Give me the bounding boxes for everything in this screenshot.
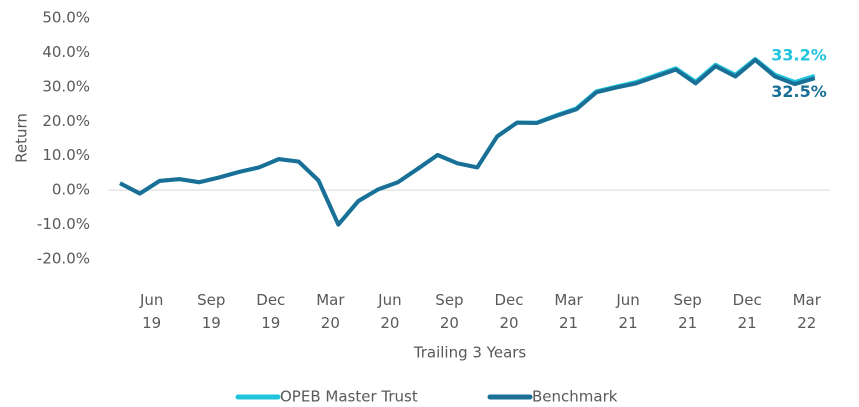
y-tick-label: -20.0% — [37, 250, 90, 268]
x-tick-label: Dec 21 — [733, 291, 762, 332]
data-label: 32.5% — [771, 82, 827, 101]
x-tick-label: Jun 20 — [377, 291, 401, 332]
x-axis-label: Trailing 3 Years — [413, 344, 527, 362]
y-axis-label: Return — [13, 113, 31, 163]
y-tick-label: 10.0% — [42, 146, 90, 164]
x-tick-label: Jun 21 — [615, 291, 639, 332]
y-tick-label: 50.0% — [42, 9, 90, 27]
legend-label: Benchmark — [532, 388, 618, 406]
data-label: 33.2% — [771, 45, 827, 64]
x-tick-label: Mar 21 — [554, 291, 583, 332]
legend-label: OPEB Master Trust — [280, 388, 418, 406]
y-tick-label: 20.0% — [42, 112, 90, 130]
y-tick-label: 0.0% — [52, 181, 90, 199]
series-line — [119, 58, 816, 227]
y-tick-label: 30.0% — [42, 77, 90, 95]
x-tick-label: Sep 19 — [197, 291, 225, 332]
y-tick-label: 40.0% — [42, 43, 90, 61]
x-tick-label: Dec 19 — [256, 291, 285, 332]
y-tick-label: -10.0% — [37, 215, 90, 233]
x-tick-label: Sep 21 — [674, 291, 702, 332]
x-tick-label: Mar 22 — [793, 291, 822, 332]
x-tick-label: Mar 20 — [316, 291, 345, 332]
series-line — [119, 56, 816, 227]
x-tick-label: Sep 20 — [435, 291, 463, 332]
x-tick-label: Dec 20 — [494, 291, 523, 332]
x-tick-label: Jun 19 — [139, 291, 163, 332]
